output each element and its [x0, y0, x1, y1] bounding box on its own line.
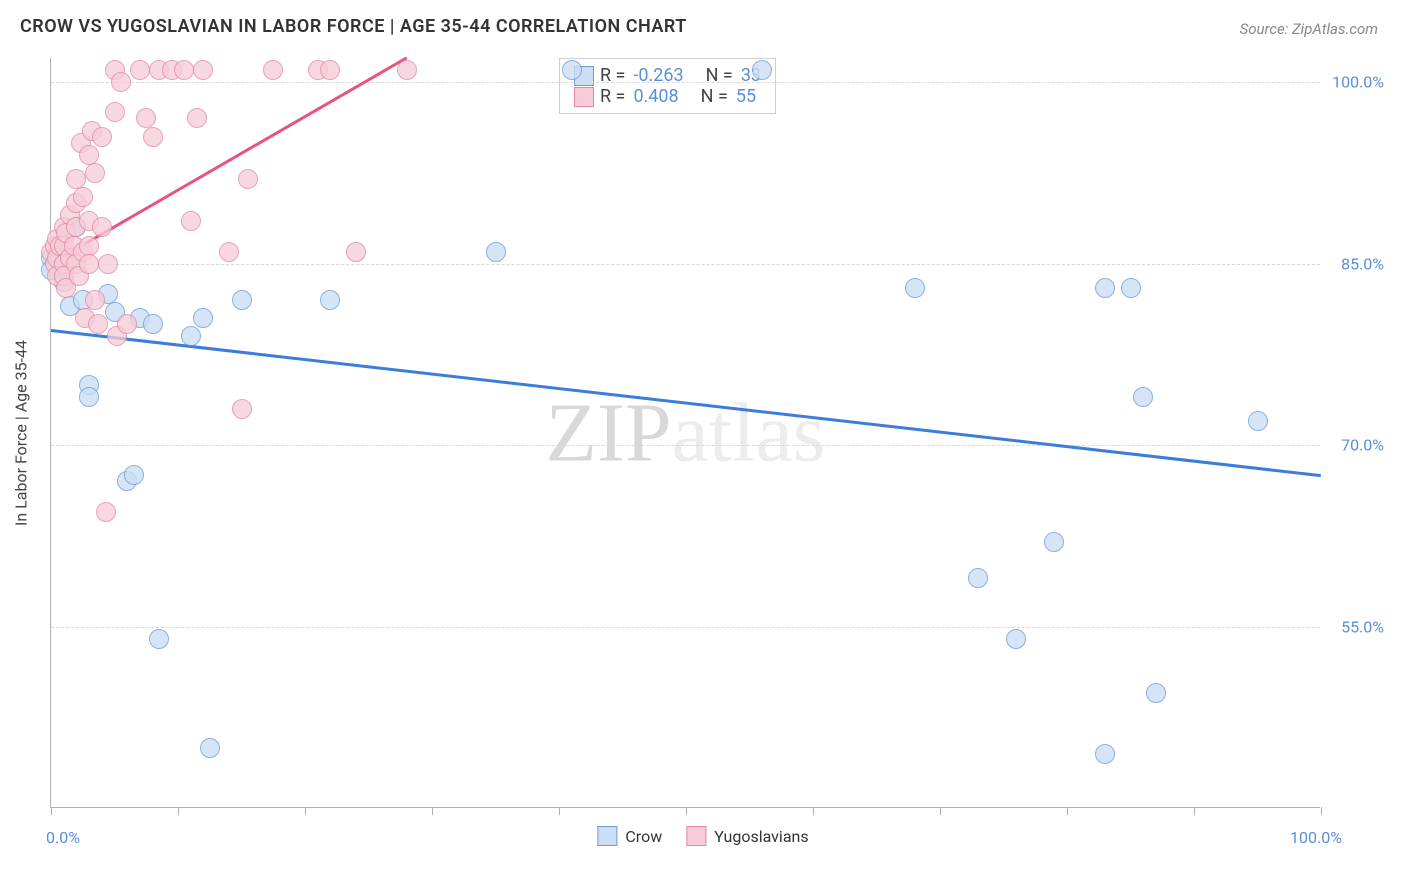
- y-tick-label: 100.0%: [1332, 73, 1384, 92]
- x-tick: [559, 807, 560, 815]
- scatter-point: [238, 169, 258, 189]
- x-tick: [178, 807, 179, 815]
- scatter-point: [263, 60, 283, 80]
- scatter-point: [968, 568, 988, 588]
- y-axis-title: In Labor Force | Age 35-44: [12, 339, 31, 525]
- legend-r-prefix: R =: [600, 86, 625, 107]
- stats-legend: R = -0.263N = 33R = 0.408N = 55: [559, 58, 776, 114]
- scatter-point: [1121, 278, 1141, 298]
- series-legend-label: Crow: [625, 827, 662, 846]
- scatter-point: [79, 236, 99, 256]
- scatter-point: [136, 108, 156, 128]
- scatter-point: [562, 60, 582, 80]
- scatter-point: [200, 738, 220, 758]
- scatter-point: [98, 254, 118, 274]
- series-legend-label: Yugoslavians: [714, 827, 808, 846]
- gridline-h: [51, 627, 1320, 628]
- x-tick: [940, 807, 941, 815]
- x-tick: [432, 807, 433, 815]
- scatter-point: [88, 314, 108, 334]
- series-legend-item: Crow: [597, 826, 662, 846]
- scatter-point: [85, 163, 105, 183]
- scatter-point: [174, 60, 194, 80]
- scatter-point: [79, 387, 99, 407]
- x-tick: [1067, 807, 1068, 815]
- y-tick-label: 70.0%: [1341, 436, 1384, 455]
- scatter-point: [117, 314, 137, 334]
- scatter-point: [1133, 387, 1153, 407]
- plot-area: In Labor Force | Age 35-44 ZIPatlas R = …: [50, 58, 1320, 808]
- y-tick-label: 85.0%: [1341, 254, 1384, 273]
- x-tick: [51, 807, 52, 815]
- scatter-point: [320, 290, 340, 310]
- scatter-point: [1044, 532, 1064, 552]
- scatter-point: [193, 308, 213, 328]
- x-tick: [1321, 807, 1322, 815]
- scatter-point: [1095, 278, 1115, 298]
- legend-n-value: 55: [736, 86, 756, 107]
- source-name: ZipAtlas.com: [1292, 20, 1378, 38]
- scatter-point: [79, 145, 99, 165]
- gridline-h: [51, 82, 1320, 83]
- chart-title: CROW VS YUGOSLAVIAN IN LABOR FORCE | AGE…: [20, 16, 687, 37]
- scatter-point: [187, 108, 207, 128]
- legend-swatch: [597, 826, 617, 846]
- scatter-point: [219, 242, 239, 262]
- x-tick: [813, 807, 814, 815]
- scatter-point: [79, 254, 99, 274]
- x-tick: [1194, 807, 1195, 815]
- scatter-point: [752, 60, 772, 80]
- series-legend-item: Yugoslavians: [686, 826, 808, 846]
- scatter-point: [111, 72, 131, 92]
- scatter-point: [905, 278, 925, 298]
- scatter-point: [232, 399, 252, 419]
- gridline-h: [51, 445, 1320, 446]
- scatter-point: [397, 60, 417, 80]
- scatter-point: [124, 465, 144, 485]
- scatter-point: [105, 102, 125, 122]
- scatter-point: [96, 502, 116, 522]
- scatter-point: [130, 60, 150, 80]
- scatter-point: [181, 211, 201, 231]
- scatter-point: [66, 169, 86, 189]
- scatter-point: [1006, 629, 1026, 649]
- scatter-point: [1248, 411, 1268, 431]
- y-tick-label: 55.0%: [1341, 617, 1384, 636]
- legend-swatch: [686, 826, 706, 846]
- scatter-point: [1146, 683, 1166, 703]
- scatter-point: [320, 60, 340, 80]
- scatter-point: [486, 242, 506, 262]
- watermark: ZIPatlas: [546, 384, 826, 481]
- source-attribution: Source: ZipAtlas.com: [1240, 20, 1378, 38]
- scatter-point: [143, 127, 163, 147]
- scatter-point: [92, 217, 112, 237]
- stats-legend-row: R = 0.408 N = 55: [574, 86, 761, 107]
- legend-r-value: 0.408: [633, 86, 678, 107]
- scatter-point: [193, 60, 213, 80]
- gridline-h: [51, 264, 1320, 265]
- x-axis-max-label: 100.0%: [1290, 828, 1342, 847]
- scatter-point: [346, 242, 366, 262]
- scatter-point: [143, 314, 163, 334]
- scatter-point: [232, 290, 252, 310]
- series-legend: Crow Yugoslavians: [597, 826, 808, 846]
- scatter-point: [1095, 744, 1115, 764]
- scatter-point: [149, 629, 169, 649]
- x-axis-min-label: 0.0%: [46, 828, 80, 847]
- legend-swatch: [574, 87, 594, 107]
- scatter-point: [92, 127, 112, 147]
- x-tick: [686, 807, 687, 815]
- source-prefix: Source:: [1240, 20, 1289, 38]
- scatter-point: [181, 326, 201, 346]
- chart-container: CROW VS YUGOSLAVIAN IN LABOR FORCE | AGE…: [0, 0, 1406, 892]
- scatter-point: [73, 187, 93, 207]
- scatter-point: [85, 290, 105, 310]
- watermark-light: atlas: [672, 386, 826, 479]
- x-tick: [305, 807, 306, 815]
- legend-n-prefix: N =: [701, 86, 728, 107]
